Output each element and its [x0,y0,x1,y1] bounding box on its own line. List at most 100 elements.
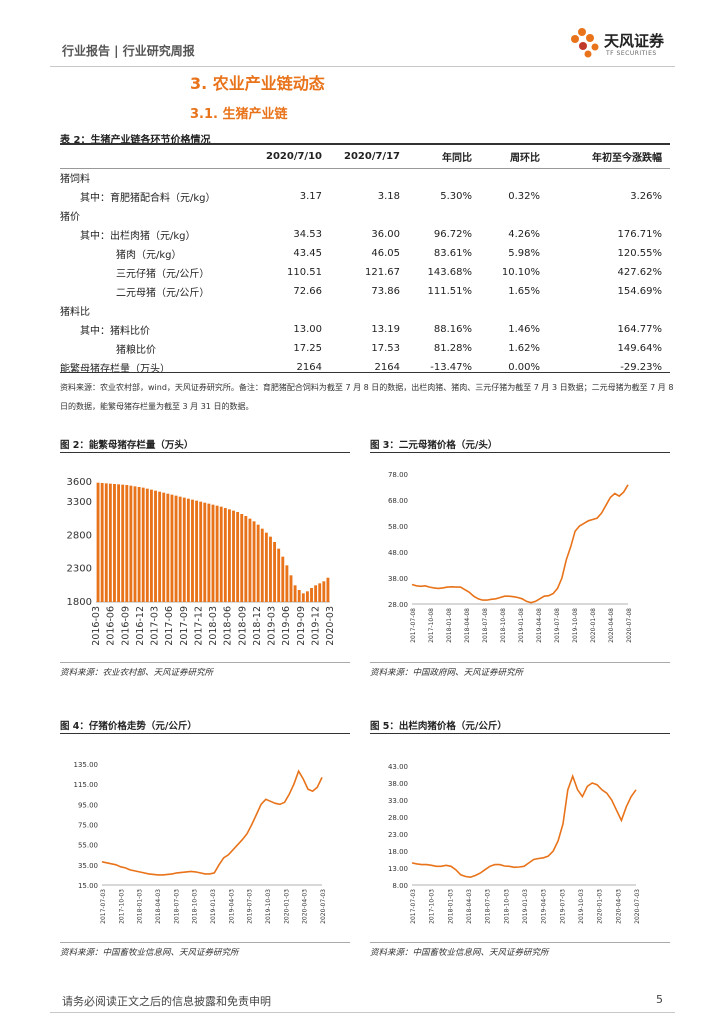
x-tick-label: 2016-03 [91,606,102,646]
table-cell [330,206,408,225]
bar [285,565,289,602]
bar [248,518,252,602]
x-tick-label: 2017-10-03 [429,889,436,924]
table-cell: 46.05 [371,248,400,259]
figure-title: 图 3：二元母猪价格（元/头） [370,440,498,451]
table-cell: 1.65% [508,286,540,297]
bar [326,577,330,602]
figure-title: 图 4：仔猪价格走势（元/公斤） [60,721,197,732]
x-tick-label: 2020-01-03 [283,889,290,924]
bar [281,556,285,602]
x-tick-label: 2018-10-08 [500,608,507,643]
x-tick-label: 2018-07-03 [485,889,492,924]
row-label: 三元仔猪（元/公斤） [116,269,210,280]
live-hog-price-line-chart: 8.00 13.00 18.00 23.00 28.00 33.00 38.00 43.00 2… [388,763,641,924]
table-cell: 10.10% [501,267,540,278]
section-title: 3. 农业产业链动态 [190,74,325,93]
table-header-cell: 年初至今涨跌幅 [592,153,662,165]
table-cell [250,206,330,225]
table-source-note: 资料来源：农业农村部，wind，天风证券研究所。备注：育肥猪配合饲料为截至 7 … [60,383,674,411]
figure-source: 资料来源：中国畜牧业信息网、天风证券研究所 [370,948,549,958]
table-cell [330,301,408,320]
y-tick-label: 2800 [67,530,92,541]
bar [260,528,264,602]
table-cell: 36.00 [371,229,400,240]
table-bottom-rule [60,372,670,373]
y-tick-label: 55.00 [78,842,98,850]
x-tick-label: 2019-10-03 [265,889,272,924]
bar [301,593,305,602]
table-row: 猪价 [60,206,670,225]
bar [154,490,157,602]
table-header-cell: 2020/7/17 [343,151,400,163]
series-line [101,769,323,876]
x-tick-label: 2017-10-08 [428,608,435,643]
figure-source: 资料来源：中国政府网、天风证券研究所 [370,668,524,678]
piglet-price-line-chart: 15.00 35.00 55.00 75.00 95.00 115.00 135.00 201… [74,761,328,924]
table-cell [548,168,670,187]
row-label: 猪料比 [60,307,90,318]
table-header-cell: 周环比 [510,153,540,165]
row-label: 猪饲料 [60,174,90,186]
table-cell: 4.26% [508,229,540,240]
bar [113,484,116,602]
x-tick-label: 2017-12 [193,606,204,646]
table-title: 表 2：生猪产业链各环节价格情况 [60,135,211,146]
table-cell: 110.51 [287,267,322,278]
bar [322,581,326,602]
x-tick-label: 2019-10-08 [572,608,579,643]
table-cell: 96.72% [433,229,472,240]
bar [100,483,104,602]
series-line [411,484,629,604]
subsection-title: 3.1. 生猪产业链 [190,107,288,122]
table-cell: 3.26% [630,191,662,202]
footer-divider [50,1012,675,1013]
bar [310,588,313,602]
table-cell [408,168,480,187]
bar [199,501,203,602]
bar [318,583,322,602]
table-row: 二元母猪（元/公斤） 72.66 73.86 111.51% 1.65% 154.69% [60,282,670,301]
x-tick-label: 2019-07-03 [559,889,566,924]
table-cell: 2164 [374,362,400,373]
figure-bottom-rule [60,942,350,943]
row-label: 猪价 [60,212,80,223]
x-tick-label: 2018-07-08 [482,608,489,643]
table-cell: 81.28% [433,343,472,354]
y-tick-label: 2300 [67,564,92,575]
table-row: 其中：出栏肉猪（元/kg） 34.53 36.00 96.72% 4.26% 176.71… [60,225,670,244]
x-tick-label: 2017-07-03 [100,889,107,924]
bar [141,487,145,602]
x-tick-label: 2017-09 [179,606,190,646]
series-line [411,773,637,879]
bar [223,508,227,602]
figure-title: 图 2：能繁母猪存栏量（万头） [60,440,194,451]
bar [219,506,223,602]
figure-source: 资料来源：中国畜牧业信息网、天风证券研究所 [60,948,239,958]
bar [256,524,260,602]
table-row: 猪料比 [60,301,670,320]
x-tick-label: 2018-04-08 [464,608,471,643]
x-tick-label: 2020-04-03 [615,889,622,924]
x-tick-label: 2018-09 [237,606,248,646]
x-tick-label: 2018-10-03 [503,889,510,924]
x-tick-label: 2017-07-08 [410,608,417,643]
bar [191,499,194,602]
x-tick-label: 2019-10-03 [578,889,585,924]
table-cell [408,301,480,320]
figure-source: 资料来源：农业农村部、天风证券研究所 [60,668,214,678]
bar [174,495,178,602]
bar [117,484,121,602]
bar [215,505,219,602]
table-cell: 5.30% [440,191,472,202]
figure-title: 图 5：出栏肉猪价格（元/公斤） [370,721,507,732]
bar [182,497,186,602]
y-tick-label: 33.00 [388,797,408,805]
bar [137,487,141,602]
x-tick-label: 2020-04-03 [302,889,309,924]
bar [277,548,281,602]
y-tick-label: 23.00 [388,831,408,839]
x-tick-label: 2019-01-08 [518,608,525,643]
table-row: 猪肉（元/kg） 43.45 46.05 83.61% 5.98% 120.55% [60,244,670,263]
table-cell [548,206,670,225]
